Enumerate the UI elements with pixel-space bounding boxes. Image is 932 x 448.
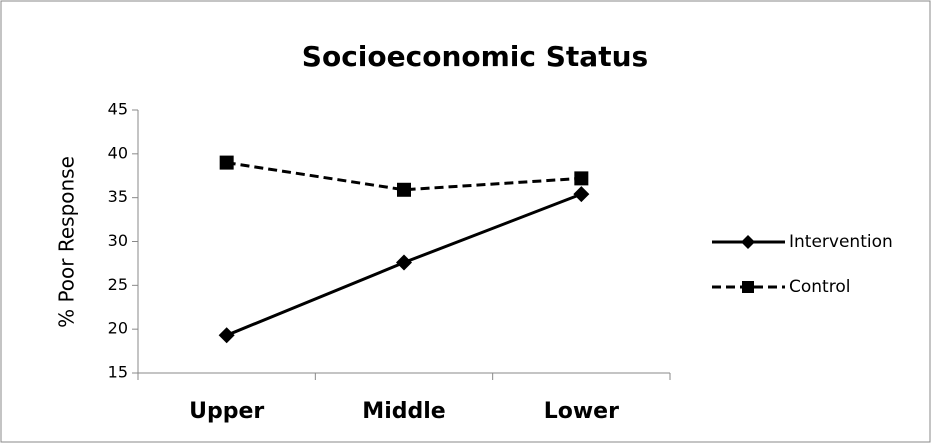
marker-square (574, 171, 589, 186)
x-tick-label: Lower (544, 399, 619, 424)
y-tick-label: 25 (108, 275, 128, 294)
y-tick-label: 30 (108, 231, 128, 250)
series-line (226, 161, 582, 192)
marker-diamond (396, 254, 412, 271)
y-tick-label: 40 (108, 143, 128, 162)
y-tick-label: 15 (108, 363, 128, 382)
marker-diamond (573, 186, 590, 203)
y-tick-label: 45 (108, 100, 128, 119)
marker-square (219, 155, 234, 170)
x-tick-label: Upper (189, 399, 264, 424)
legend-marker (741, 235, 755, 249)
marker-diamond (218, 327, 235, 344)
legend-marker (742, 281, 754, 293)
y-axis-label: % Poor Response (55, 156, 79, 328)
y-tick-label: 35 (108, 187, 128, 206)
marker-square (397, 182, 411, 197)
chart-title: Socioeconomic Status (302, 40, 648, 73)
y-tick-label: 20 (108, 319, 128, 338)
legend-label: Control (789, 277, 850, 297)
legend-label: Intervention (789, 232, 893, 252)
x-tick-label: Middle (362, 399, 445, 424)
